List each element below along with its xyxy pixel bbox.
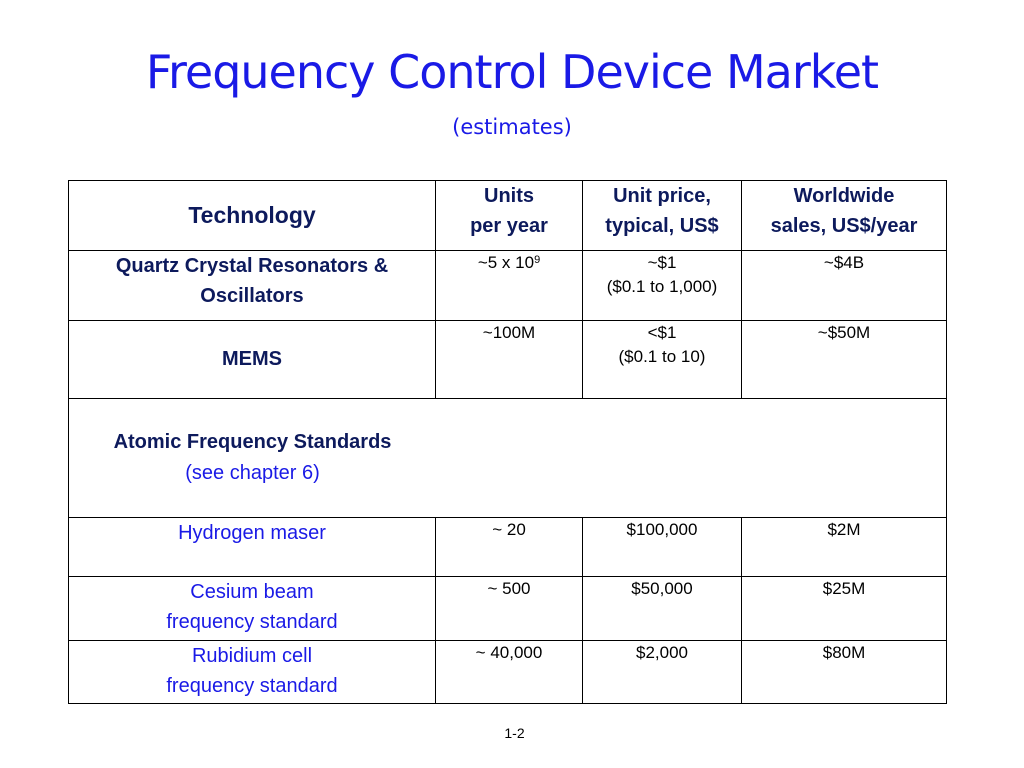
header-sales: Worldwide sales, US$/year — [741, 180, 947, 251]
table-row-quartz: Quartz Crystal Resonators & Oscillators … — [68, 250, 947, 321]
quartz-price: ~$1 ($0.1 to 1,000) — [582, 250, 742, 321]
header-units: Units per year — [435, 180, 583, 251]
rubidium-name: Rubidium cell frequency standard — [68, 640, 436, 704]
atomic-subtitle: (see chapter 6) — [185, 462, 320, 484]
cesium-units: ~ 500 — [435, 576, 583, 641]
header-price-line1: Unit price, — [613, 185, 711, 207]
table-row-mems: MEMS ~100M <$1 ($0.1 to 10) ~$50M — [68, 320, 947, 399]
slide-subtitle: (estimates) — [452, 115, 572, 139]
header-price-line2: typical, US$ — [605, 215, 719, 237]
header-row: Technology Units per year Unit price, ty… — [68, 180, 947, 251]
cesium-name-line1: Cesium beam — [190, 581, 314, 603]
atomic-section: Atomic Frequency Standards (see chapter … — [68, 398, 947, 518]
rubidium-sales: $80M — [741, 640, 947, 704]
rubidium-name-line1: Rubidium cell — [191, 645, 313, 667]
quartz-name: Quartz Crystal Resonators & Oscillators — [68, 250, 436, 321]
table-row-rubidium: Rubidium cell frequency standard ~ 40,00… — [68, 640, 947, 704]
quartz-name-line1: Quartz Crystal Resonators & — [115, 255, 389, 277]
table-row-atomic: Atomic Frequency Standards (see chapter … — [68, 398, 947, 518]
quartz-units: ~5 x 109 — [435, 250, 583, 321]
quartz-price-line2: ($0.1 to 1,000) — [606, 277, 718, 296]
header-units-line2: per year — [470, 215, 548, 237]
table-row-hydrogen: Hydrogen maser ~ 20 $100,000 $2M — [68, 517, 947, 577]
header-technology: Technology — [68, 180, 436, 251]
quartz-units-base: ~5 x 10 — [477, 253, 535, 272]
quartz-sales: ~$4B — [741, 250, 947, 321]
mems-price-line2: ($0.1 to 10) — [618, 347, 706, 366]
header-units-line1: Units — [484, 185, 534, 207]
slide-title: Frequency Control Device Market — [145, 45, 879, 99]
hydrogen-sales: $2M — [741, 517, 947, 577]
quartz-price-line1: ~$1 — [647, 253, 677, 272]
quartz-name-line2: Oscillators — [200, 285, 304, 307]
header-sales-line2: sales, US$/year — [770, 215, 918, 237]
mems-price: <$1 ($0.1 to 10) — [582, 320, 742, 399]
page-number: 1-2 — [504, 725, 525, 741]
mems-name: MEMS — [68, 320, 436, 399]
cesium-name-line2: frequency standard — [166, 611, 338, 633]
mems-sales: ~$50M — [741, 320, 947, 399]
cesium-sales: $25M — [741, 576, 947, 641]
hydrogen-units: ~ 20 — [435, 517, 583, 577]
quartz-units-exponent: 9 — [534, 254, 541, 266]
header-unit-price: Unit price, typical, US$ — [582, 180, 742, 251]
hydrogen-name: Hydrogen maser — [68, 517, 436, 577]
cesium-name: Cesium beam frequency standard — [68, 576, 436, 641]
rubidium-units: ~ 40,000 — [435, 640, 583, 704]
market-table: Technology Units per year Unit price, ty… — [68, 180, 947, 704]
mems-units: ~100M — [435, 320, 583, 399]
rubidium-price: $2,000 — [582, 640, 742, 704]
header-sales-line1: Worldwide — [793, 185, 895, 207]
hydrogen-price: $100,000 — [582, 517, 742, 577]
mems-price-line1: <$1 — [647, 323, 677, 342]
atomic-title: Atomic Frequency Standards — [113, 431, 392, 453]
cesium-price: $50,000 — [582, 576, 742, 641]
table-row-cesium: Cesium beam frequency standard ~ 500 $50… — [68, 576, 947, 641]
rubidium-name-line2: frequency standard — [166, 675, 338, 697]
